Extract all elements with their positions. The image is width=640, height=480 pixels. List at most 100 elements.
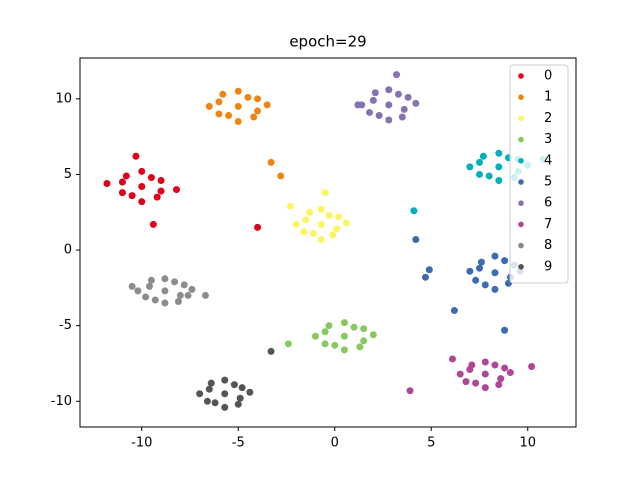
point xyxy=(254,107,262,115)
point xyxy=(238,384,246,392)
point xyxy=(456,370,464,378)
point xyxy=(225,111,233,119)
point xyxy=(481,281,489,289)
point xyxy=(302,216,310,224)
legend-label: 3 xyxy=(544,132,552,147)
point xyxy=(234,400,242,408)
point xyxy=(448,355,456,363)
legend-label: 6 xyxy=(544,196,552,211)
point xyxy=(476,158,484,166)
point xyxy=(393,71,401,79)
point xyxy=(180,281,188,289)
point xyxy=(201,291,209,299)
point xyxy=(207,379,215,387)
y-tick-label: 10 xyxy=(55,91,72,106)
point xyxy=(421,273,429,281)
point xyxy=(528,363,536,371)
point xyxy=(147,173,155,181)
point xyxy=(171,278,179,286)
point xyxy=(479,152,487,160)
point xyxy=(325,322,333,330)
point xyxy=(151,296,159,304)
y-tick-label: -10 xyxy=(51,394,72,409)
point xyxy=(365,108,373,116)
point xyxy=(491,285,499,293)
point xyxy=(472,276,480,284)
point xyxy=(149,220,157,228)
point xyxy=(501,257,509,265)
point xyxy=(161,287,169,295)
legend-label: 1 xyxy=(544,90,552,105)
point xyxy=(481,370,489,378)
point xyxy=(221,376,229,384)
point xyxy=(369,331,377,339)
point xyxy=(250,113,258,121)
point xyxy=(254,95,262,103)
point xyxy=(325,211,333,219)
point xyxy=(340,332,348,340)
point xyxy=(404,93,412,101)
point xyxy=(342,219,350,227)
point xyxy=(221,390,229,398)
point xyxy=(466,163,474,171)
legend-label: 8 xyxy=(544,238,552,253)
point xyxy=(138,183,146,191)
point xyxy=(412,235,420,243)
point xyxy=(317,235,325,243)
point xyxy=(477,258,485,266)
legend-marker xyxy=(518,179,524,185)
legend-marker xyxy=(518,136,524,143)
point xyxy=(317,220,325,228)
point xyxy=(371,89,379,97)
point xyxy=(300,228,308,236)
point xyxy=(118,189,126,197)
point xyxy=(466,267,474,275)
legend-marker xyxy=(518,200,524,206)
point xyxy=(491,269,499,277)
point xyxy=(203,397,211,405)
point xyxy=(331,341,339,349)
point xyxy=(196,390,204,398)
point xyxy=(350,323,358,331)
point xyxy=(176,291,184,299)
legend-marker xyxy=(518,264,524,270)
point xyxy=(219,90,227,98)
point xyxy=(122,172,130,180)
point xyxy=(134,287,142,295)
point xyxy=(244,93,252,101)
point xyxy=(468,361,476,369)
point xyxy=(284,340,292,348)
y-tick-label: -5 xyxy=(59,318,72,333)
point xyxy=(450,307,458,315)
point xyxy=(205,385,213,393)
point xyxy=(495,149,503,157)
point xyxy=(234,102,242,110)
point xyxy=(161,275,169,283)
point xyxy=(172,186,180,194)
legend-label: 4 xyxy=(544,153,552,168)
legend-label: 0 xyxy=(544,69,552,84)
point xyxy=(354,101,362,109)
point xyxy=(356,343,364,351)
point xyxy=(174,297,182,305)
point xyxy=(246,388,254,396)
point xyxy=(138,167,146,175)
y-tick-label: 5 xyxy=(64,167,72,182)
point xyxy=(157,176,165,184)
point xyxy=(400,105,408,113)
point xyxy=(147,276,155,284)
point xyxy=(138,198,146,206)
point xyxy=(267,347,275,355)
point xyxy=(215,110,223,118)
point xyxy=(317,205,325,213)
point xyxy=(333,225,341,233)
point xyxy=(292,220,300,228)
point xyxy=(145,282,153,290)
chart-title: epoch=29 xyxy=(289,33,366,51)
point xyxy=(491,252,499,260)
point xyxy=(360,337,368,345)
point xyxy=(340,319,348,327)
y-tick-label: 0 xyxy=(64,243,72,258)
point xyxy=(485,172,493,180)
